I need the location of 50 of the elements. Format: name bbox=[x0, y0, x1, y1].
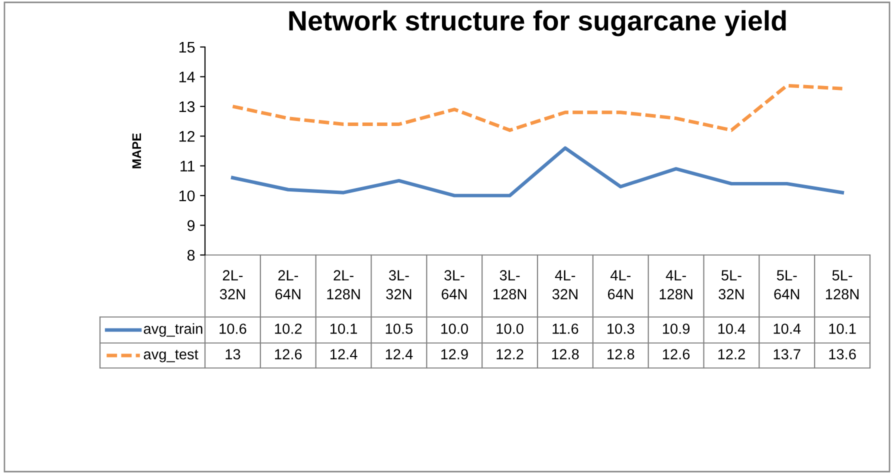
data-label: 10.1 bbox=[330, 324, 358, 334]
y-tick-label: 13 bbox=[179, 101, 195, 112]
x-tick-label: 3L-64N bbox=[442, 270, 467, 300]
data-label: 10.3 bbox=[608, 324, 634, 334]
data-label: 10.5 bbox=[386, 324, 413, 334]
data-label: 13.7 bbox=[774, 349, 800, 360]
y-tick-label: 10 bbox=[179, 190, 195, 202]
x-tick-label: 2L-64N bbox=[275, 270, 300, 300]
x-tick-label: 2L-32N bbox=[220, 270, 245, 300]
x-tick-label: 4L-128N bbox=[660, 270, 692, 300]
data-label: 13 bbox=[226, 349, 240, 360]
x-tick-label: 5L-32N bbox=[718, 270, 744, 300]
x-tick-label: 3L-32N bbox=[386, 270, 412, 300]
y-tick-label: 14 bbox=[179, 72, 195, 82]
data-label: 10.4 bbox=[774, 324, 801, 334]
y-tick-label: 9 bbox=[188, 220, 195, 231]
data-label: 10.0 bbox=[496, 324, 524, 334]
y-tick-label: 8 bbox=[187, 250, 195, 261]
data-label: 10.9 bbox=[662, 324, 690, 334]
data-label: 12.9 bbox=[441, 349, 468, 360]
y-tick-label: 11 bbox=[180, 160, 195, 172]
data-label: 10.6 bbox=[220, 324, 246, 334]
x-tick-label: 4L-64N bbox=[608, 270, 633, 300]
x-tick-label: 5L-128N bbox=[826, 270, 859, 300]
x-tick-label: 5L-64N bbox=[774, 270, 800, 300]
data-label: 12.8 bbox=[552, 349, 579, 360]
line-series bbox=[230, 146, 844, 198]
data-label: 12.4 bbox=[386, 349, 413, 360]
data-label: 10.0 bbox=[441, 324, 468, 334]
data-label: 12.4 bbox=[330, 349, 358, 360]
data-label: 12.2 bbox=[718, 349, 745, 360]
y-tick-label: 12 bbox=[179, 131, 195, 142]
data-label: 12.6 bbox=[275, 349, 302, 360]
legend-label: avg_train bbox=[144, 323, 202, 337]
chart-title: Network structure for sugarcane yield bbox=[289, 10, 786, 36]
data-label: 11.6 bbox=[552, 324, 578, 334]
data-label: 12.8 bbox=[608, 349, 634, 360]
data-label: 10.2 bbox=[275, 324, 302, 334]
x-tick-label: 2L-128N bbox=[327, 270, 360, 300]
data-label: 12.6 bbox=[662, 349, 690, 360]
x-tick-label: 4L-32N bbox=[552, 270, 578, 300]
data-label: 10.1 bbox=[829, 324, 856, 334]
x-tick-label: 3L-128N bbox=[493, 270, 526, 300]
y-tick-label: 15 bbox=[179, 42, 195, 53]
data-label: 13.6 bbox=[829, 349, 856, 360]
line-series bbox=[230, 84, 844, 132]
y-axis-title: MAPE bbox=[132, 133, 141, 168]
legend-label: avg_test bbox=[144, 350, 198, 362]
data-label: 10.4 bbox=[718, 324, 746, 334]
data-label: 12.2 bbox=[496, 349, 524, 360]
